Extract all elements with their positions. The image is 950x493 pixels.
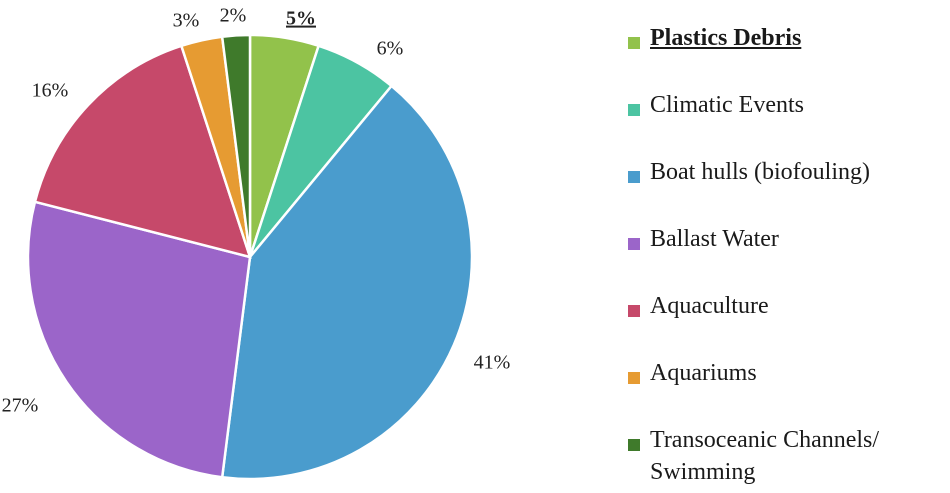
legend-item: Transoceanic Channels/ Swimming [628, 424, 948, 491]
legend-item: Plastics Debris [628, 22, 948, 89]
legend-item: Ballast Water [628, 223, 948, 290]
slice-percent-label: 5% [286, 8, 316, 30]
legend-item: Aquaculture [628, 290, 948, 357]
legend-swatch [628, 37, 640, 49]
legend-label: Aquariums [650, 360, 757, 386]
slice-percent-label: 41% [474, 352, 511, 374]
legend-swatch [628, 104, 640, 116]
pie-slice [26, 200, 252, 479]
slice-percent-label: 6% [377, 38, 404, 60]
pie-slices [26, 33, 474, 481]
legend-swatch [628, 305, 640, 317]
legend-label: Aquaculture [650, 293, 769, 319]
legend-swatch [628, 171, 640, 183]
legend-label: Boat hulls (biofouling) [650, 159, 870, 185]
slice-percent-label: 3% [173, 10, 200, 32]
slice-percent-label: 2% [220, 5, 247, 27]
legend-swatch [628, 372, 640, 384]
legend-label: Transoceanic Channels/ Swimming [650, 427, 880, 485]
legend-swatch [628, 439, 640, 451]
pie-slice [220, 84, 474, 481]
legend-label: Plastics Debris [650, 25, 802, 51]
legend-label: Ballast Water [650, 226, 779, 252]
slice-percent-label: 27% [2, 395, 39, 417]
pie-slice [33, 44, 252, 259]
legend-item: Aquariums [628, 357, 948, 424]
legend-swatch [628, 238, 640, 250]
legend-item: Climatic Events [628, 89, 948, 156]
legend: Plastics Debris Climatic Events Boat hulls… [628, 22, 948, 491]
pie-slice [220, 33, 252, 258]
legend-label: Climatic Events [650, 92, 804, 118]
legend-item: Boat hulls (biofouling) [628, 156, 948, 223]
pie-percent-labels: 5% 6% 41% 27% 16% 3% 2% [2, 5, 511, 417]
slice-percent-label: 16% [32, 80, 69, 102]
